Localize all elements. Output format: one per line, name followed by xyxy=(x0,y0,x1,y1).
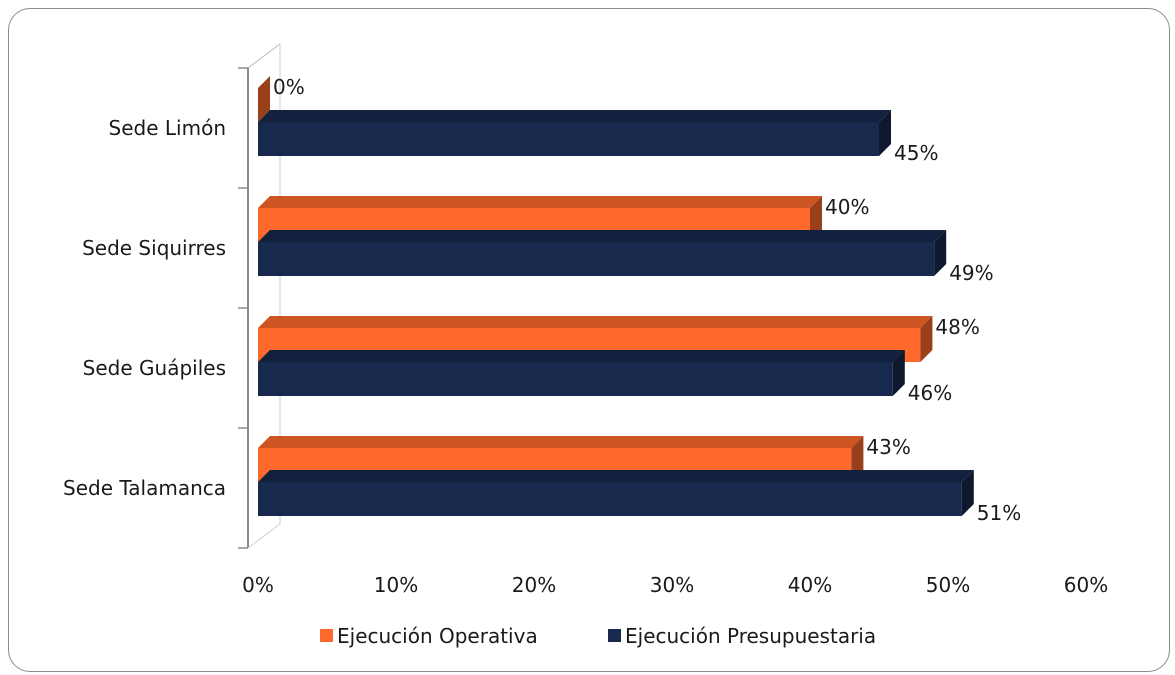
x-tick-label: 50% xyxy=(926,573,970,597)
bar-top-face xyxy=(258,316,932,328)
legend-swatch-ejecucion-operativa xyxy=(320,629,333,642)
bar-front-face xyxy=(258,242,934,276)
x-tick-label: 40% xyxy=(788,573,832,597)
bar-front-face xyxy=(258,482,962,516)
category-label-sede-guapiles: Sede Guápiles xyxy=(83,356,226,380)
bar-top-face xyxy=(258,196,822,208)
data-label-ejecucion-presupuestaria-sede-talamanca: 51% xyxy=(977,501,1021,525)
category-label-sede-talamanca: Sede Talamanca xyxy=(63,476,226,500)
x-tick-label: 30% xyxy=(650,573,694,597)
bar-top-face xyxy=(258,110,891,122)
y-axis-top-edge xyxy=(248,44,280,68)
bar-top-face xyxy=(258,436,863,448)
bar-front-face xyxy=(258,362,893,396)
bar-ejecucion-presupuestaria-sede-siquirres xyxy=(258,230,946,276)
x-tick-label: 60% xyxy=(1064,573,1108,597)
floor-edge xyxy=(248,524,280,548)
data-label-ejecucion-presupuestaria-sede-siquirres: 49% xyxy=(949,261,993,285)
legend: Ejecución Operativa Ejecución Presupuesta… xyxy=(320,624,876,648)
bar-front-face xyxy=(258,122,879,156)
bar-top-face xyxy=(258,470,974,482)
category-label-sede-limon: Sede Limón xyxy=(109,116,226,140)
legend-label-ejecucion-presupuestaria: Ejecución Presupuestaria xyxy=(625,624,876,648)
bar-ejecucion-presupuestaria-sede-talamanca xyxy=(258,470,974,516)
x-tick-label: 0% xyxy=(242,573,274,597)
data-label-ejecucion-operativa-sede-talamanca: 43% xyxy=(866,435,910,459)
data-label-ejecucion-presupuestaria-sede-guapiles: 46% xyxy=(908,381,952,405)
bar-top-face xyxy=(258,230,946,242)
bar-ejecucion-presupuestaria-sede-limon xyxy=(258,110,891,156)
x-tick-label: 10% xyxy=(374,573,418,597)
data-label-ejecucion-operativa-sede-limon: 0% xyxy=(273,75,305,99)
bar-ejecucion-presupuestaria-sede-guapiles xyxy=(258,350,905,396)
legend-label-ejecucion-operativa: Ejecución Operativa xyxy=(337,624,538,648)
x-tick-label: 20% xyxy=(512,573,556,597)
data-label-ejecucion-operativa-sede-siquirres: 40% xyxy=(825,195,869,219)
bar-top-face xyxy=(258,350,905,362)
data-label-ejecucion-operativa-sede-guapiles: 48% xyxy=(935,315,979,339)
category-label-sede-siquirres: Sede Siquirres xyxy=(82,236,226,260)
legend-swatch-ejecucion-presupuestaria xyxy=(608,629,621,642)
data-label-ejecucion-presupuestaria-sede-limon: 45% xyxy=(894,141,938,165)
